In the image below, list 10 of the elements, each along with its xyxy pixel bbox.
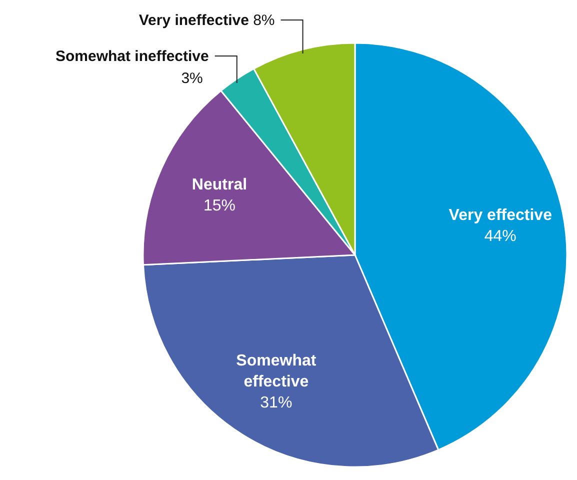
slice-label: Somewhat effective xyxy=(236,352,317,391)
data-label: 15% xyxy=(203,198,236,214)
data-label: 44% xyxy=(484,228,516,246)
data-label: 8% xyxy=(248,12,275,29)
data-label: 31% xyxy=(260,394,292,412)
slice-label: Neutral xyxy=(192,176,248,194)
slice-label: Very effective xyxy=(448,207,552,224)
slice-label: Very ineffective xyxy=(138,12,249,29)
data-label: 3% xyxy=(181,70,203,87)
slice-label: Somewhat ineffective xyxy=(55,48,209,65)
